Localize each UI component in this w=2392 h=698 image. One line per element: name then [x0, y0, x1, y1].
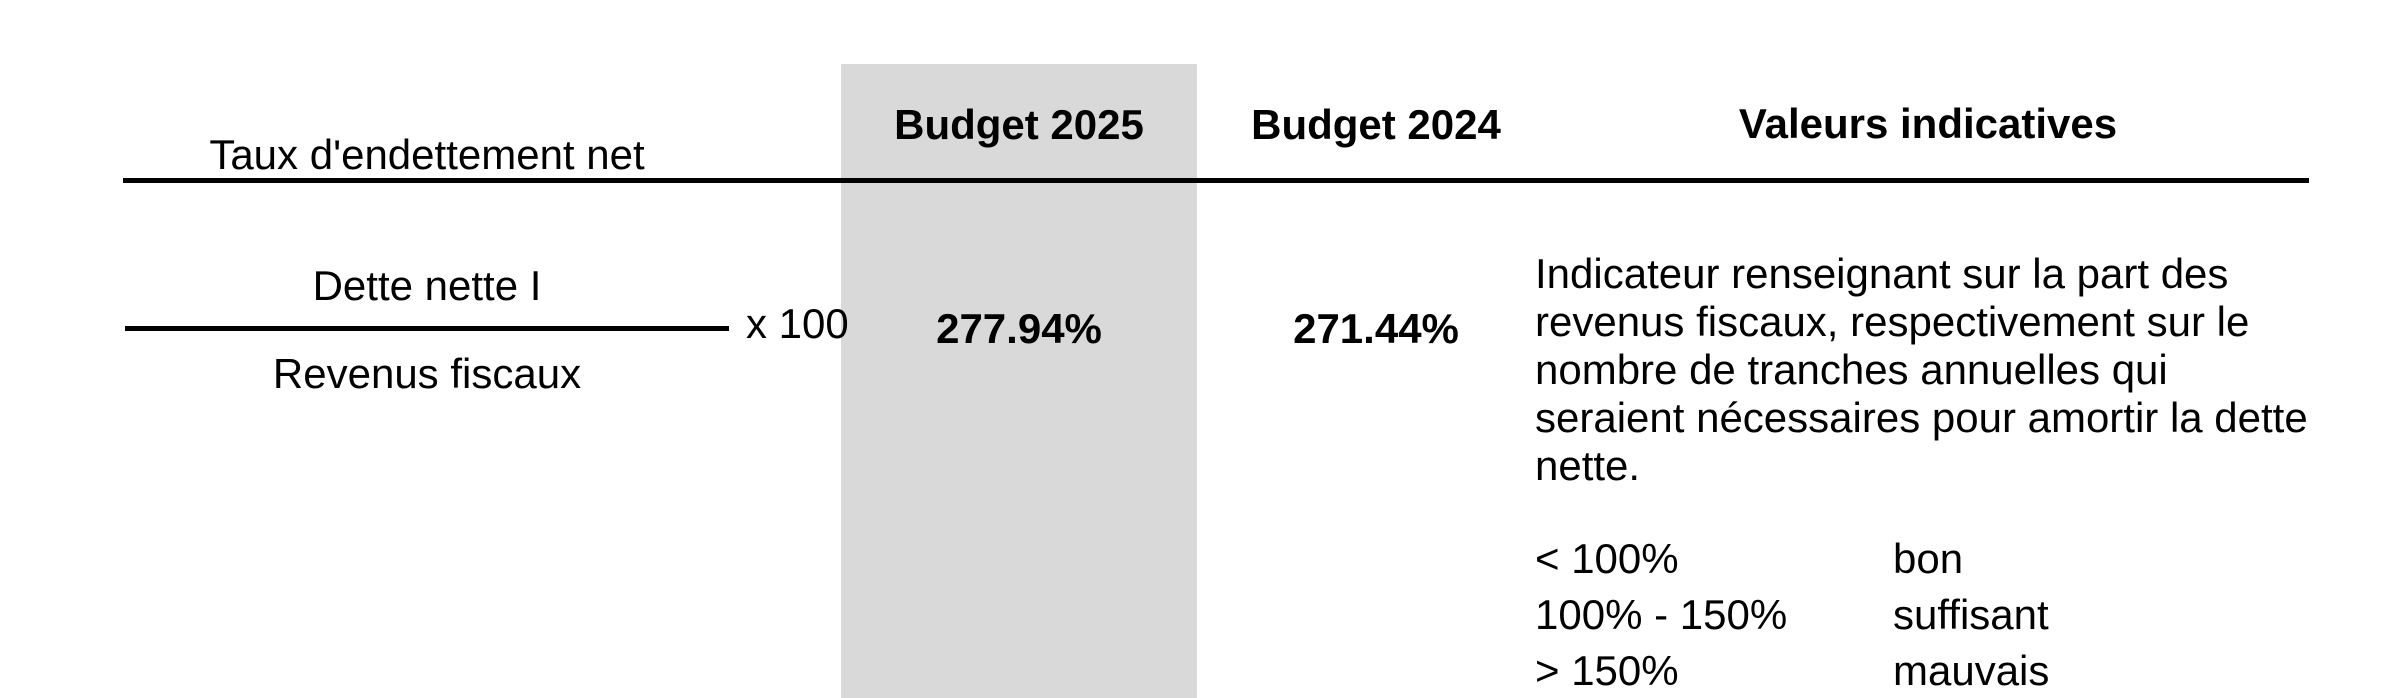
formula-numerator: Dette nette I: [312, 262, 542, 309]
indicator-description: Indicateur renseignant sur la part des r…: [1535, 250, 2335, 490]
fraction-line: [125, 326, 729, 331]
description-line: seraient nécessaires pour amortir la det…: [1535, 394, 2308, 441]
threshold-row: > 150% mauvais: [1535, 650, 2335, 698]
threshold-rating: mauvais: [1893, 647, 2050, 694]
column-header-budget-2024: Budget 2024: [1251, 101, 1501, 148]
threshold-range: > 150%: [1535, 647, 1679, 694]
threshold-range: < 100%: [1535, 535, 1679, 582]
threshold-row: < 100% bon: [1535, 538, 2335, 586]
budget-2025-column-highlight: [841, 64, 1197, 698]
value-budget-2024: 271.44%: [1293, 305, 1459, 352]
description-line: Indicateur renseignant sur la part des: [1535, 250, 2229, 297]
column-header-budget-2025: Budget 2025: [894, 101, 1144, 148]
description-line: nombre de tranches annuelles qui: [1535, 346, 2168, 393]
threshold-row: 100% - 150% suffisant: [1535, 594, 2335, 642]
column-header-valeurs-indicatives: Valeurs indicatives: [1738, 100, 2118, 147]
threshold-rating: suffisant: [1893, 591, 2049, 638]
header-rule: [123, 178, 2309, 183]
description-line: revenus fiscaux, respectivement sur le: [1535, 298, 2250, 345]
threshold-range: 100% - 150%: [1535, 591, 1788, 638]
formula-multiplier: x 100: [746, 300, 849, 347]
threshold-rating: bon: [1893, 535, 1964, 582]
value-budget-2025: 277.94%: [936, 305, 1102, 352]
indicator-name: Taux d'endettement net: [209, 131, 645, 178]
description-line: nette.: [1535, 442, 1641, 489]
formula-denominator: Revenus fiscaux: [272, 350, 582, 397]
